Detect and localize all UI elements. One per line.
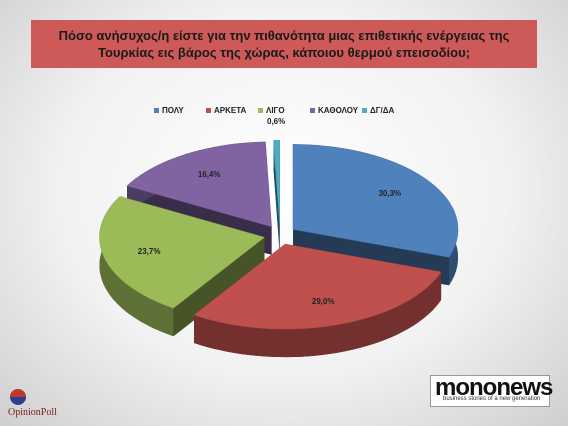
value-label: 30,3% (378, 189, 401, 198)
legend-swatch (362, 108, 367, 113)
slice-wall (273, 140, 280, 254)
value-label: 16,4% (198, 170, 221, 179)
legend-label: ΔΓ/ΔΑ (370, 106, 395, 115)
legend-swatch (206, 108, 211, 113)
slice (273, 140, 280, 226)
slice-side (99, 196, 174, 337)
logo-text: mononews (435, 374, 553, 401)
value-label: 0,6% (267, 117, 285, 126)
slice (126, 141, 272, 228)
value-label: 23,7% (138, 247, 161, 256)
logo-opinionpoll: OpinionPoll (8, 407, 57, 418)
legend-swatch (258, 108, 263, 113)
slice (292, 144, 459, 258)
legend-swatch (310, 108, 315, 113)
legend-label: ΑΡΚΕΤΑ (214, 106, 247, 115)
logo-tagline: business stories of a new generation (443, 396, 541, 402)
slice (99, 196, 266, 309)
legend-label: ΠΟΛΥ (162, 106, 184, 115)
legend-label: ΛΙΓΟ (266, 106, 285, 115)
slice-wall (173, 237, 265, 337)
slice (193, 243, 442, 330)
slice-side (194, 271, 442, 358)
legend-label: ΚΑΘΟΛΟΥ (318, 106, 359, 115)
logo-icon (10, 389, 26, 397)
value-label: 29,0% (312, 297, 335, 306)
legend-swatch (154, 108, 159, 113)
chart-title: Πόσο ανήσυχος/η είστε για την πιθανότητα… (31, 20, 537, 68)
logo-mononews: mononews business stories of a new gener… (430, 374, 553, 407)
